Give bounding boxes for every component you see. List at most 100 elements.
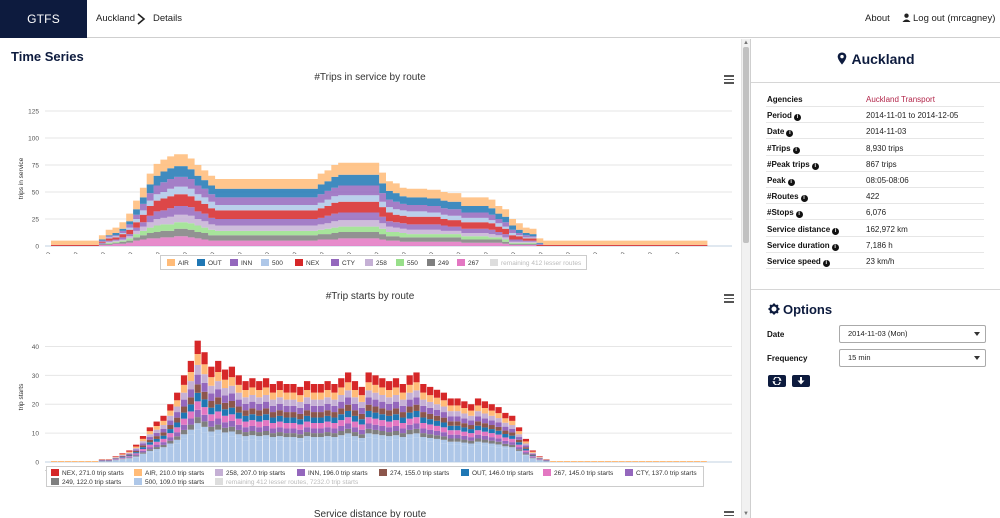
legend-item[interactable]: INN xyxy=(230,259,252,267)
bar-segment xyxy=(441,443,447,462)
bar-segment xyxy=(523,441,529,443)
info-value: 7,186 h xyxy=(866,241,893,250)
bar-segment xyxy=(516,431,522,434)
date-select[interactable]: 2014-11-03 (Mon) xyxy=(839,325,986,343)
bar-segment xyxy=(331,384,337,393)
y-tick-label: 20 xyxy=(32,402,40,409)
legend-item[interactable]: 258, 207.0 trip starts xyxy=(215,469,285,477)
bar-segment xyxy=(297,430,303,435)
legend-item[interactable]: 267, 145.0 trip starts xyxy=(543,469,613,477)
info-icon[interactable]: i xyxy=(793,147,800,154)
legend-item[interactable]: NEX, 271.0 trip starts xyxy=(51,469,124,477)
info-key: Service duration i xyxy=(767,241,839,251)
bar-segment xyxy=(236,413,242,419)
bar-segment xyxy=(126,457,132,458)
legend-item[interactable]: 267 xyxy=(457,259,479,267)
bar-segment xyxy=(352,381,358,390)
legend-item[interactable]: remaining 412 lesser routes xyxy=(490,259,581,267)
bar-segment xyxy=(208,401,214,408)
bar-segment xyxy=(345,433,351,437)
bar-segment xyxy=(256,440,262,462)
bar-segment xyxy=(304,404,310,410)
breadcrumb-auckland[interactable]: Auckland xyxy=(96,0,135,38)
legend-item[interactable]: 258 xyxy=(365,259,387,267)
legend-item[interactable]: 249, 122.0 trip starts xyxy=(51,478,121,486)
bar-segment xyxy=(58,461,64,462)
legend-item[interactable]: 500, 109.0 trip starts xyxy=(134,478,204,486)
agency-link[interactable]: Auckland Transport xyxy=(866,95,935,104)
legend-item[interactable]: CTY xyxy=(331,259,355,267)
chart-menu-icon[interactable] xyxy=(724,75,734,84)
frequency-select[interactable]: 15 min xyxy=(839,349,986,367)
bar-segment xyxy=(530,454,536,455)
bar-segment xyxy=(420,433,426,437)
legend-item[interactable]: NEX xyxy=(295,259,319,267)
main-scrollbar[interactable]: ▲ ▼ xyxy=(741,39,750,518)
bar-segment xyxy=(270,412,276,417)
legend-item[interactable]: CTY, 137.0 trip starts xyxy=(625,469,697,477)
bar-segment xyxy=(215,397,221,404)
about-link[interactable]: About xyxy=(865,0,890,38)
refresh-button[interactable] xyxy=(768,375,786,387)
bar-segment xyxy=(290,437,296,441)
bar-segment xyxy=(126,452,132,453)
download-button[interactable] xyxy=(792,375,810,387)
legend-item[interactable]: 550 xyxy=(396,259,418,267)
bar-segment xyxy=(140,443,146,445)
bar-segment xyxy=(359,442,365,462)
info-icon[interactable]: i xyxy=(796,211,803,218)
bar-segment xyxy=(468,411,474,416)
info-icon[interactable]: i xyxy=(788,179,795,186)
y-tick-label: 30 xyxy=(32,373,40,380)
info-icon[interactable]: i xyxy=(794,114,801,121)
breadcrumb-details[interactable]: Details xyxy=(153,0,182,38)
bar-segment xyxy=(352,397,358,403)
x-tick-label: 05:00 xyxy=(66,251,80,254)
chart-menu-icon[interactable] xyxy=(724,511,734,518)
legend-item[interactable]: remaining 412 lesser routes, 7232.0 trip… xyxy=(215,478,358,486)
bar-segment xyxy=(694,461,700,462)
bar-segment xyxy=(680,461,686,462)
bar-segment xyxy=(331,428,337,433)
bar-segment xyxy=(359,438,365,442)
bar-segment xyxy=(311,412,317,417)
bar-segment xyxy=(509,439,515,442)
bar-segment xyxy=(509,421,515,425)
bar-segment xyxy=(290,441,296,462)
x-tick-label: 08:00 xyxy=(148,251,162,254)
info-icon[interactable]: i xyxy=(823,260,830,267)
logout-link[interactable]: Log out (mrcagney) xyxy=(902,0,995,38)
brand-logo[interactable]: GTFS EXPLORER xyxy=(0,0,87,38)
bar-segment xyxy=(400,423,406,428)
bar-segment xyxy=(188,435,194,462)
bar-segment xyxy=(372,434,378,438)
legend-item[interactable]: INN, 196.0 trip starts xyxy=(297,469,368,477)
bar-segment xyxy=(256,416,262,422)
info-icon[interactable]: i xyxy=(786,130,793,137)
info-icon[interactable]: i xyxy=(832,228,839,235)
bar-segment xyxy=(475,435,481,439)
x-tick-label: 17:00 xyxy=(394,251,408,254)
bar-segment xyxy=(557,461,563,462)
bar-segment xyxy=(475,438,481,441)
legend-item[interactable]: OUT, 146.0 trip starts xyxy=(461,469,533,477)
bar-segment xyxy=(386,440,392,462)
info-icon[interactable]: i xyxy=(832,244,839,251)
legend-item[interactable]: 274, 155.0 trip starts xyxy=(379,469,449,477)
legend-item[interactable]: OUT xyxy=(197,259,222,267)
info-icon[interactable]: i xyxy=(801,195,808,202)
legend-item[interactable]: AIR, 210.0 trip starts xyxy=(134,469,204,477)
bar-segment xyxy=(386,390,392,397)
info-icon[interactable]: i xyxy=(812,163,819,170)
legend-item[interactable]: AIR xyxy=(167,259,189,267)
bar-segment xyxy=(502,446,508,448)
bar-segment xyxy=(297,387,303,395)
legend-item[interactable]: 249 xyxy=(427,259,449,267)
bar-segment xyxy=(208,431,214,436)
bar-segment xyxy=(325,422,331,428)
bar-segment xyxy=(523,439,529,442)
legend-item[interactable]: 500 xyxy=(261,259,283,267)
bar-segment xyxy=(660,461,666,462)
bar-segment xyxy=(304,410,310,416)
bar-segment xyxy=(338,402,344,409)
